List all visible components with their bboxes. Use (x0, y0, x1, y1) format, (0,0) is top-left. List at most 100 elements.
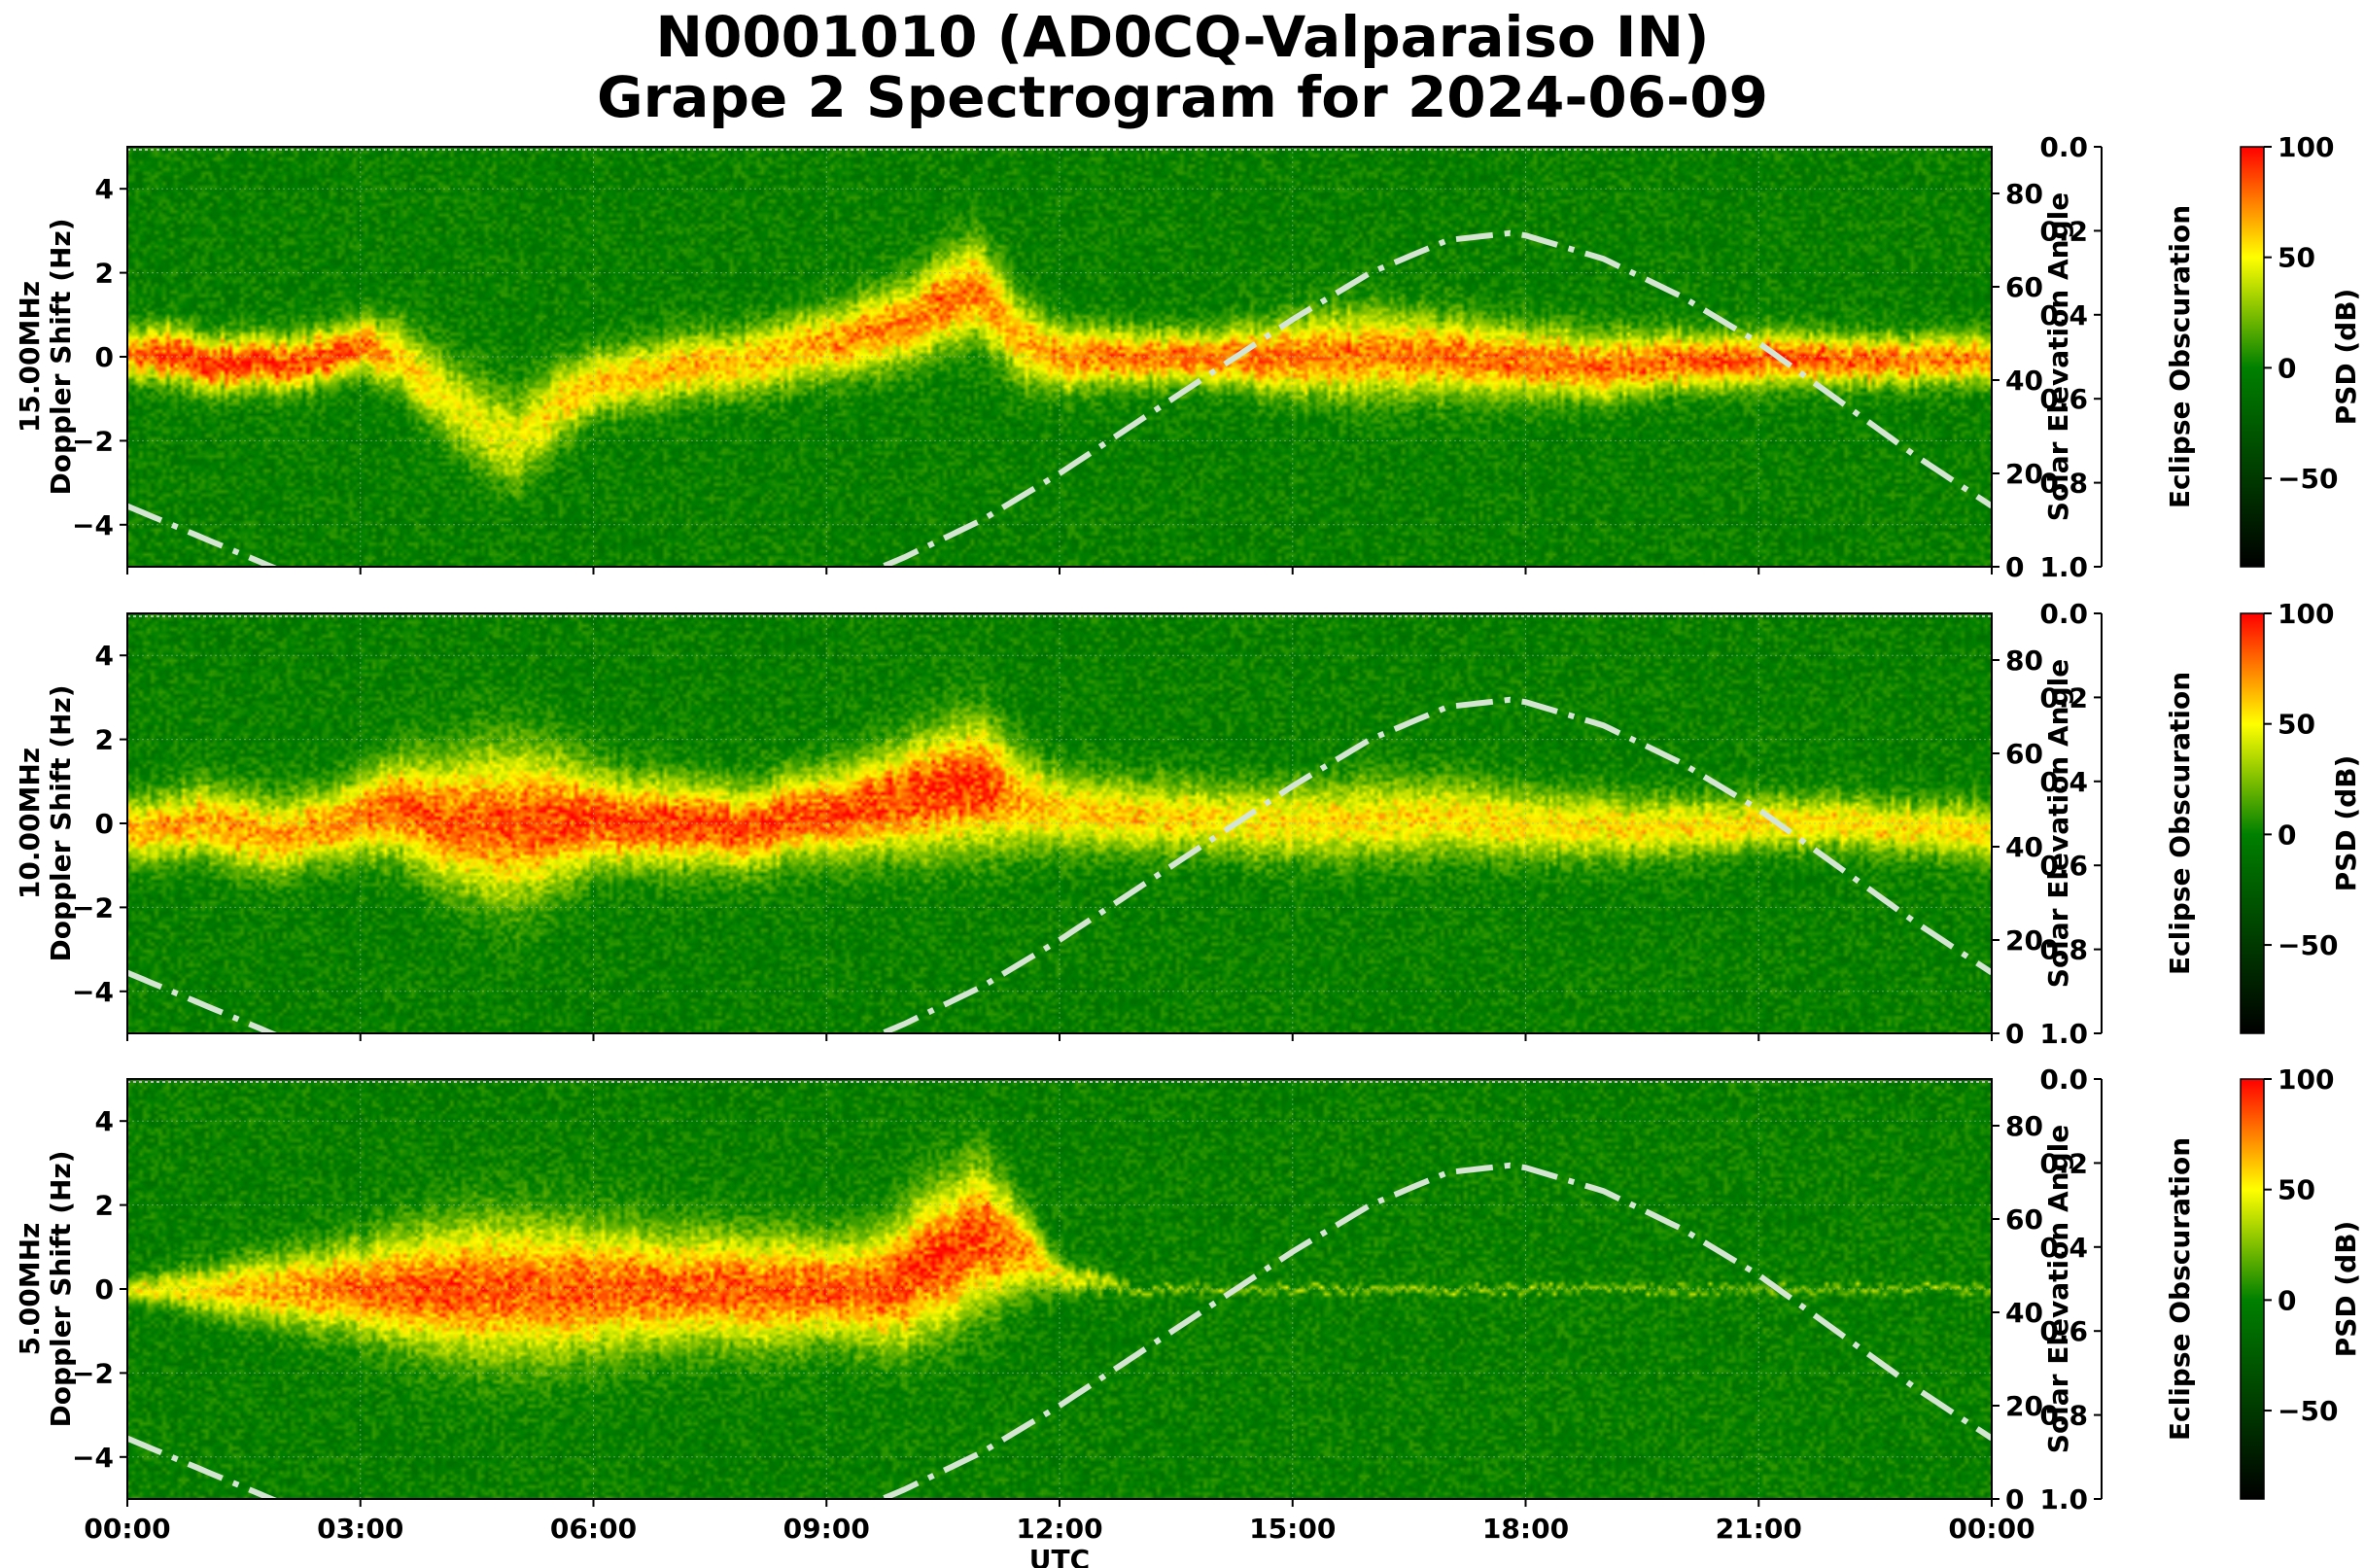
solar-tick-label: 40 (2005, 831, 2043, 863)
eclipse-axis-label: Eclipse Obscuration (2164, 205, 2196, 508)
solar-elevation-curve (127, 1162, 1992, 1499)
eclipse-tick-label: 0.8 (2039, 468, 2088, 500)
colorbar-tick-label: 100 (2278, 598, 2334, 630)
y-tick-label: −4 (72, 976, 114, 1008)
panel-10-00mhz: −4 −2 0 2 4 10.00MHzDoppler Shift (Hz) 0 20 40 60… (14, 598, 2362, 1050)
solar-tick-label: 40 (2005, 365, 2043, 397)
solar-tick-label: 60 (2005, 1203, 2043, 1236)
y-tick-label: 0 (95, 1273, 114, 1306)
colorbar-tick-label: 0 (2278, 352, 2296, 384)
solar-tick-label: 0 (2005, 551, 2024, 583)
y-axis-label-frequency: 10.00MHz (14, 748, 46, 899)
eclipse-tick-label: 1.0 (2039, 1018, 2088, 1050)
solar-tick-label: 40 (2005, 1297, 2043, 1329)
chart-title-line-1: N0001010 (AD0CQ-Valparaiso IN) (655, 4, 1710, 70)
chart-title-line-2: Grape 2 Spectrogram for 2024-06-09 (597, 64, 1768, 130)
solar-tick-label: 80 (2005, 645, 2043, 677)
eclipse-tick-label: 1.0 (2039, 551, 2088, 583)
y-tick-label: 4 (95, 173, 114, 205)
y-axis-label-units: Doppler Shift (Hz) (45, 684, 77, 961)
solar-tick-label: 60 (2005, 738, 2043, 770)
y-axis-label-units: Doppler Shift (Hz) (45, 1150, 77, 1427)
x-tick-label: 06:00 (550, 1513, 637, 1545)
solar-tick-label: 0 (2005, 1483, 2024, 1516)
colorbar-tick-label: 0 (2278, 1284, 2296, 1316)
grid-lines (127, 613, 1992, 1033)
colorbar (2240, 1078, 2265, 1500)
colorbar-tick-label: −50 (2278, 463, 2338, 495)
y-tick-label: 4 (95, 1105, 114, 1137)
eclipse-tick-label: 0.2 (2039, 681, 2088, 714)
x-tick-label: 15:00 (1249, 1513, 1336, 1545)
panel-5-00mhz: −4 −2 0 2 4 5.00MHzDoppler Shift (Hz) 0 20 40 60 8… (14, 1063, 2362, 1568)
solar-tick-label: 20 (2005, 458, 2043, 490)
eclipse-tick-label: 0.6 (2039, 383, 2088, 415)
eclipse-tick-label: 0.4 (2039, 299, 2088, 331)
y-axis-label-units: Doppler Shift (Hz) (45, 218, 77, 495)
y-tick-label: 2 (95, 724, 114, 756)
y-tick-label: 0 (95, 808, 114, 840)
colorbar (2240, 612, 2265, 1034)
x-tick-label: 18:00 (1482, 1513, 1569, 1545)
eclipse-tick-label: 0.2 (2039, 215, 2088, 247)
colorbar-label: PSD (dB) (2330, 289, 2362, 426)
y-axis-label: 15.00MHzDoppler Shift (Hz) (14, 218, 77, 495)
colorbar-tick-label: 100 (2278, 1063, 2334, 1096)
eclipse-tick-label: 1.0 (2039, 1483, 2088, 1516)
solar-elevation-curve (127, 696, 1992, 1033)
grid-lines (127, 147, 1992, 567)
eclipse-tick-label: 0.8 (2039, 934, 2088, 966)
y-axis-label-frequency: 5.00MHz (14, 1223, 46, 1356)
eclipse-axis-label: Eclipse Obscuration (2164, 1137, 2196, 1441)
solar-elevation-curve (127, 229, 1992, 567)
colorbar-tick-label: 50 (2278, 1174, 2315, 1206)
colorbar-label: PSD (dB) (2330, 755, 2362, 892)
eclipse-tick-label: 0.0 (2039, 598, 2088, 630)
solar-tick-label: 20 (2005, 924, 2043, 957)
eclipse-axis-label: Eclipse Obscuration (2164, 672, 2196, 975)
grid-lines (127, 1079, 1992, 1499)
colorbar-tick-label: −50 (2278, 1395, 2338, 1427)
solar-tick-label: 80 (2005, 1110, 2043, 1142)
y-tick-label: 0 (95, 341, 114, 373)
eclipse-tick-label: 0.4 (2039, 1232, 2088, 1264)
y-axis-label: 10.00MHzDoppler Shift (Hz) (14, 684, 77, 961)
x-tick-label: 09:00 (783, 1513, 870, 1545)
y-tick-label: −2 (72, 1357, 114, 1389)
y-tick-label: −4 (72, 509, 114, 541)
eclipse-tick-label: 0.0 (2039, 1063, 2088, 1096)
x-axis-label: UTC (1029, 1544, 1090, 1568)
x-tick-label: 12:00 (1016, 1513, 1102, 1545)
colorbar-tick-label: 100 (2278, 131, 2334, 163)
eclipse-tick-label: 0.8 (2039, 1400, 2088, 1432)
panel-15-00mhz: −4 −2 0 2 4 15.00MHzDoppler Shift (Hz) 0 20 40 60… (14, 131, 2362, 583)
y-tick-label: −4 (72, 1442, 114, 1474)
colorbar-tick-label: 50 (2278, 709, 2315, 741)
x-tick-label: 00:00 (1948, 1513, 2035, 1545)
colorbar-tick-label: −50 (2278, 929, 2338, 961)
y-tick-label: 4 (95, 640, 114, 672)
y-tick-label: −2 (72, 891, 114, 923)
eclipse-tick-label: 0.0 (2039, 131, 2088, 163)
eclipse-tick-label: 0.6 (2039, 850, 2088, 882)
colorbar-tick-label: 0 (2278, 819, 2296, 851)
solar-tick-label: 60 (2005, 271, 2043, 303)
solar-axis-label: Solar Elevation Angle (2042, 192, 2074, 521)
y-tick-label: 2 (95, 1190, 114, 1222)
y-tick-label: 2 (95, 258, 114, 290)
solar-tick-label: 20 (2005, 1390, 2043, 1422)
colorbar-label: PSD (dB) (2330, 1221, 2362, 1358)
solar-axis-label: Solar Elevation Angle (2042, 659, 2074, 988)
solar-axis-label: Solar Elevation Angle (2042, 1125, 2074, 1453)
colorbar (2240, 146, 2265, 568)
y-axis-label-frequency: 15.00MHz (14, 281, 46, 433)
x-tick-label: 21:00 (1716, 1513, 1802, 1545)
eclipse-tick-label: 0.6 (2039, 1315, 2088, 1347)
solar-tick-label: 0 (2005, 1018, 2024, 1050)
y-tick-label: −2 (72, 425, 114, 457)
eclipse-tick-label: 0.2 (2039, 1147, 2088, 1179)
y-axis-label: 5.00MHzDoppler Shift (Hz) (14, 1150, 77, 1427)
x-tick-label: 00:00 (84, 1513, 170, 1545)
eclipse-tick-label: 0.4 (2039, 766, 2088, 798)
